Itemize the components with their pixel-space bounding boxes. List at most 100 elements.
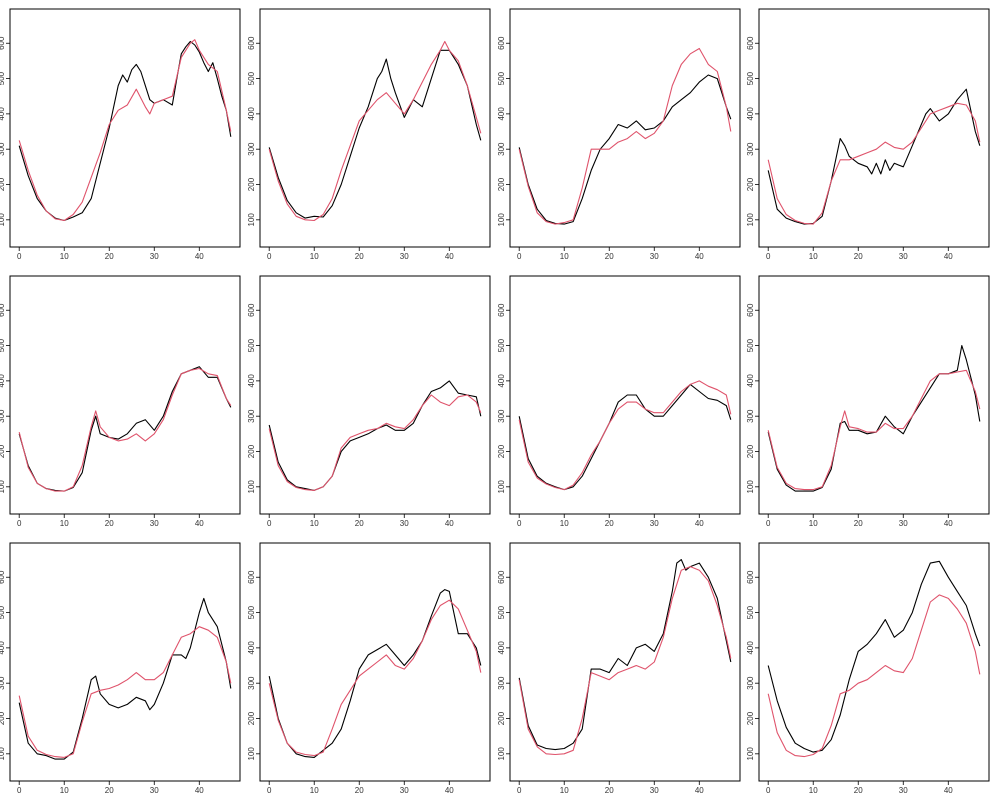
chart-panel: 0 10 20 30 40 100 200 300 400 500 600 (247, 8, 491, 261)
series-line-black (518, 383, 732, 491)
x-tick-label: 10 (809, 519, 818, 528)
x-tick-label: 20 (854, 786, 863, 795)
y-tick-label: 400 (247, 374, 256, 388)
y-tick-label: 600 (0, 303, 6, 317)
series-line-red (518, 47, 732, 225)
chart-panel: 0 10 20 30 40 100 200 300 400 500 600 (746, 8, 990, 261)
y-tick-label: 300 (0, 142, 6, 156)
plot-frame (758, 542, 990, 782)
y-tick-label: 600 (746, 36, 755, 50)
y-tick-label: 200 (497, 711, 506, 725)
x-tick-label: 0 (517, 786, 522, 795)
y-tick-label: 400 (247, 107, 256, 121)
y-tick-label: 200 (247, 177, 256, 191)
y-tick-label: 500 (497, 338, 506, 352)
y-tick-label: 100 (0, 213, 6, 227)
series-line-black (518, 74, 732, 225)
series-line-red (268, 394, 482, 491)
x-tick-label: 10 (60, 519, 69, 528)
x-tick-label: 20 (355, 252, 364, 261)
y-tick-label: 200 (746, 444, 755, 458)
y-tick-label: 100 (247, 213, 256, 227)
y-tick-label: 500 (746, 338, 755, 352)
x-tick-label: 0 (17, 786, 22, 795)
x-tick-label: 0 (766, 519, 771, 528)
series-line-black (18, 40, 232, 222)
x-tick-label: 30 (150, 519, 159, 528)
y-tick-label: 200 (746, 177, 755, 191)
x-tick-label: 10 (560, 519, 569, 528)
x-tick-label: 30 (650, 252, 659, 261)
y-tick-label: 300 (0, 676, 6, 690)
chart-panel: 0 10 20 30 40 100 200 300 400 500 600 (0, 275, 241, 528)
x-tick-label: 10 (809, 252, 818, 261)
plot-frame (259, 275, 491, 515)
chart-panel: 0 10 20 30 40 100 200 300 400 500 600 (0, 542, 241, 795)
plot-frame (509, 275, 741, 515)
y-tick-label: 200 (0, 177, 6, 191)
y-tick-label: 200 (247, 711, 256, 725)
series-line-red (767, 594, 981, 758)
y-tick-label: 200 (0, 444, 6, 458)
x-tick-label: 20 (355, 786, 364, 795)
series-line-red (18, 626, 232, 758)
x-tick-label: 40 (695, 519, 704, 528)
x-tick-label: 20 (605, 786, 614, 795)
y-tick-label: 500 (746, 605, 755, 619)
x-tick-label: 30 (899, 519, 908, 528)
series-line-black (18, 366, 232, 492)
x-tick-label: 20 (105, 786, 114, 795)
chart-panel: 0 10 20 30 40 100 200 300 400 500 600 (746, 542, 990, 795)
x-tick-label: 30 (150, 252, 159, 261)
x-tick-label: 0 (517, 519, 522, 528)
y-tick-label: 600 (247, 36, 256, 50)
plot-frame (509, 542, 741, 782)
y-tick-label: 600 (0, 36, 6, 50)
x-tick-label: 0 (267, 786, 272, 795)
y-tick-label: 200 (0, 711, 6, 725)
x-tick-label: 40 (445, 519, 454, 528)
x-tick-label: 0 (766, 252, 771, 261)
plot-frame (509, 8, 741, 248)
y-tick-label: 400 (0, 107, 6, 121)
x-tick-label: 10 (560, 252, 569, 261)
x-tick-label: 0 (517, 252, 522, 261)
y-tick-label: 400 (247, 641, 256, 655)
y-tick-label: 200 (247, 444, 256, 458)
y-tick-label: 500 (497, 71, 506, 85)
chart-panel: 0 10 20 30 40 100 200 300 400 500 600 (746, 275, 990, 528)
series-line-red (18, 367, 232, 492)
y-tick-label: 600 (497, 36, 506, 50)
series-line-red (268, 40, 482, 222)
y-tick-label: 600 (497, 303, 506, 317)
x-tick-label: 40 (944, 519, 953, 528)
x-tick-label: 30 (150, 786, 159, 795)
x-tick-label: 40 (695, 786, 704, 795)
x-tick-label: 40 (944, 786, 953, 795)
x-tick-label: 10 (310, 519, 319, 528)
chart-panel: 0 10 20 30 40 100 200 300 400 500 600 (0, 8, 241, 261)
y-tick-label: 600 (247, 303, 256, 317)
plot-frame (9, 542, 241, 782)
y-tick-label: 400 (0, 374, 6, 388)
plot-frame (758, 8, 990, 248)
y-tick-label: 600 (746, 303, 755, 317)
y-tick-label: 500 (746, 71, 755, 85)
plot-frame (259, 542, 491, 782)
y-tick-label: 300 (497, 142, 506, 156)
y-tick-label: 300 (247, 409, 256, 423)
y-tick-label: 100 (746, 747, 755, 761)
y-tick-label: 500 (0, 71, 6, 85)
y-tick-label: 100 (0, 480, 6, 494)
x-tick-label: 10 (310, 252, 319, 261)
y-tick-label: 500 (247, 338, 256, 352)
y-tick-label: 200 (497, 177, 506, 191)
x-tick-label: 20 (105, 519, 114, 528)
x-tick-label: 40 (195, 252, 204, 261)
y-tick-label: 400 (746, 641, 755, 655)
x-tick-label: 40 (944, 252, 953, 261)
x-tick-label: 40 (195, 786, 204, 795)
series-line-red (518, 380, 732, 491)
y-tick-label: 500 (497, 605, 506, 619)
x-tick-label: 30 (400, 252, 409, 261)
